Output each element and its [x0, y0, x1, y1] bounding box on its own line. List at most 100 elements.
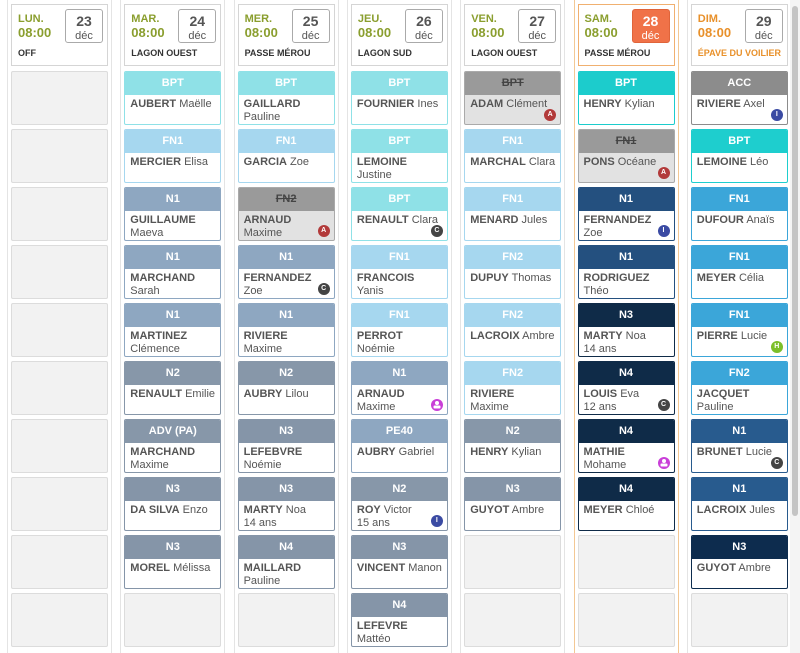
empty-slot[interactable]: [464, 535, 562, 589]
diver-card[interactable]: BPT GAILLARD Pauline: [237, 71, 335, 125]
badge: [430, 399, 443, 411]
diver-card[interactable]: FN2 JACQUET Pauline: [690, 361, 788, 415]
date-day: 23: [76, 13, 92, 29]
empty-slot[interactable]: [11, 361, 108, 415]
diver-card[interactable]: BPT AUBERT Maëlle: [124, 71, 222, 125]
diver-card[interactable]: BPT FOURNIER Ines: [350, 71, 448, 125]
badge-icon: [433, 401, 441, 409]
level: N4: [578, 362, 674, 385]
diver-card[interactable]: FN2 ARNAUD Maxime A: [237, 187, 335, 241]
last-name: ARNAUD: [243, 214, 292, 226]
diver-card[interactable]: N1 BRUNET Lucie C: [690, 419, 788, 473]
first-name: Enzo: [182, 504, 208, 516]
diver-card[interactable]: N3 VINCENT Manon: [350, 535, 448, 589]
day-time: 08:00: [244, 25, 278, 40]
diver-card[interactable]: FN1 GARCIA Zoe: [237, 129, 335, 183]
diver-card[interactable]: BPT ADAM Clément A: [464, 71, 562, 125]
diver-card[interactable]: N3 LEFEBVRE Noémie: [237, 419, 335, 473]
scrollbar[interactable]: [790, 0, 800, 653]
diver-card[interactable]: N1 FERNANDEZ Zoe C: [237, 245, 335, 299]
badge: I: [657, 225, 670, 237]
diver-card[interactable]: N3 MARTY Noa 14 ans: [237, 477, 335, 531]
diver-card[interactable]: ACC RIVIERE Axel I: [690, 71, 788, 125]
diver-card[interactable]: N1 MARCHAND Sarah: [124, 245, 222, 299]
diver-card[interactable]: FN2 LACROIX Ambre: [464, 303, 562, 357]
empty-slot[interactable]: [464, 593, 562, 647]
diver-card[interactable]: N4 LEFEVRE Mattéo: [350, 593, 448, 647]
empty-slot[interactable]: [11, 535, 108, 589]
last-name: PONS: [583, 156, 615, 168]
diver-card[interactable]: BPT LEMOINE Léo: [690, 129, 788, 183]
first-name: Zoe: [243, 285, 263, 297]
level: FN2: [465, 362, 561, 385]
level: BPT: [351, 72, 447, 95]
diver-card[interactable]: FN2 DUPUY Thomas: [464, 245, 562, 299]
diver-card[interactable]: FN1 MERCIER Elisa: [124, 129, 222, 183]
empty-slot[interactable]: [577, 593, 675, 647]
diver-card[interactable]: FN1 PONS Océane A: [577, 129, 675, 183]
date-day: 25: [302, 13, 319, 29]
diver-card[interactable]: FN1 FRANCOIS Yanis: [350, 245, 448, 299]
empty-slot[interactable]: [11, 187, 108, 241]
diver-card[interactable]: N3 MARTY Noa 14 ans: [577, 303, 675, 357]
first-name: Jules: [521, 214, 548, 226]
diver-card[interactable]: N2 RENAULT Emilie: [124, 361, 222, 415]
diver-card[interactable]: FN1 PIERRE Lucie H: [690, 303, 788, 357]
date-month: déc: [75, 30, 93, 42]
empty-slot[interactable]: [577, 535, 675, 589]
diver-card[interactable]: N3 DA SILVA Enzo: [124, 477, 222, 531]
first-name: Yanis: [356, 285, 384, 297]
date-day: 28: [642, 13, 659, 29]
empty-slot[interactable]: [124, 593, 222, 647]
empty-slot[interactable]: [690, 593, 788, 647]
diver-card[interactable]: N4 MEYER Chloé: [577, 477, 675, 531]
diver-card[interactable]: BPT LEMOINE Justine: [350, 129, 448, 183]
diver-card[interactable]: N1 GUILLAUME Maeva: [124, 187, 222, 241]
diver-card[interactable]: N1 FERNANDEZ Zoe I: [577, 187, 675, 241]
diver-card[interactable]: N3 GUYOT Ambre: [464, 477, 562, 531]
diver-card[interactable]: N2 ROY Victor 15 ans I: [350, 477, 448, 531]
diver-card[interactable]: FN1 MENARD Jules: [464, 187, 562, 241]
diver-card[interactable]: ADV (PA) MARCHAND Maxime: [124, 419, 222, 473]
scroll-thumb[interactable]: [792, 6, 798, 516]
empty-slot[interactable]: [11, 245, 108, 299]
diver-card[interactable]: FN1 MEYER Célia: [690, 245, 788, 299]
last-name: MEYER: [696, 272, 736, 284]
diver-card[interactable]: FN2 RIVIERE Maxime: [464, 361, 562, 415]
day-column: DIM. 08:00 ÉPAVE DU VOILIER 29 déc ACC RIVIERE…: [686, 0, 792, 653]
first-name: Lilou: [285, 388, 309, 400]
diver-card[interactable]: PE40 AUBRY Gabriel: [350, 419, 448, 473]
diver-card[interactable]: FN1 DUFOUR Anaïs: [690, 187, 788, 241]
first-name: Ambre: [522, 330, 555, 342]
diver-name: LOUIS Eva: [579, 385, 674, 401]
empty-slot[interactable]: [11, 477, 108, 531]
diver-card[interactable]: N4 LOUIS Eva 12 ans C: [577, 361, 675, 415]
diver-card[interactable]: BPT HENRY Kylian: [577, 71, 675, 125]
diver-name: GUILLAUME Maeva: [125, 211, 220, 240]
empty-slot[interactable]: [237, 593, 335, 647]
diver-card[interactable]: N1 RODRIGUEZ Théo: [577, 245, 675, 299]
diver-card[interactable]: N2 HENRY Kylian: [464, 419, 562, 473]
dive-site: PASSE MÉROU: [584, 48, 651, 58]
diver-card[interactable]: BPT RENAULT Clara C: [350, 187, 448, 241]
diver-name: MARTY Noa: [579, 327, 674, 343]
empty-slot[interactable]: [11, 419, 108, 473]
diver-card[interactable]: N1 MARTINEZ Clémence: [124, 303, 222, 357]
empty-slot[interactable]: [11, 303, 108, 357]
diver-card[interactable]: N1 ARNAUD Maxime: [350, 361, 448, 415]
empty-slot[interactable]: [11, 129, 108, 183]
diver-card[interactable]: N2 AUBRY Lilou: [237, 361, 335, 415]
diver-card[interactable]: N1 LACROIX Jules: [690, 477, 788, 531]
empty-slot[interactable]: [11, 593, 108, 647]
diver-card[interactable]: N3 GUYOT Ambre: [690, 535, 788, 589]
diver-card[interactable]: N1 RIVIERE Maxime: [237, 303, 335, 357]
diver-card[interactable]: N3 MOREL Mélissa: [124, 535, 222, 589]
first-name: Ambre: [738, 562, 771, 574]
diver-card[interactable]: N4 MAILLARD Pauline: [237, 535, 335, 589]
diver-card[interactable]: FN1 MARCHAL Clara: [464, 129, 562, 183]
empty-slot[interactable]: [11, 71, 108, 125]
first-name: Eva: [620, 388, 640, 400]
diver-card[interactable]: N4 MATHIE Mohame: [577, 419, 675, 473]
